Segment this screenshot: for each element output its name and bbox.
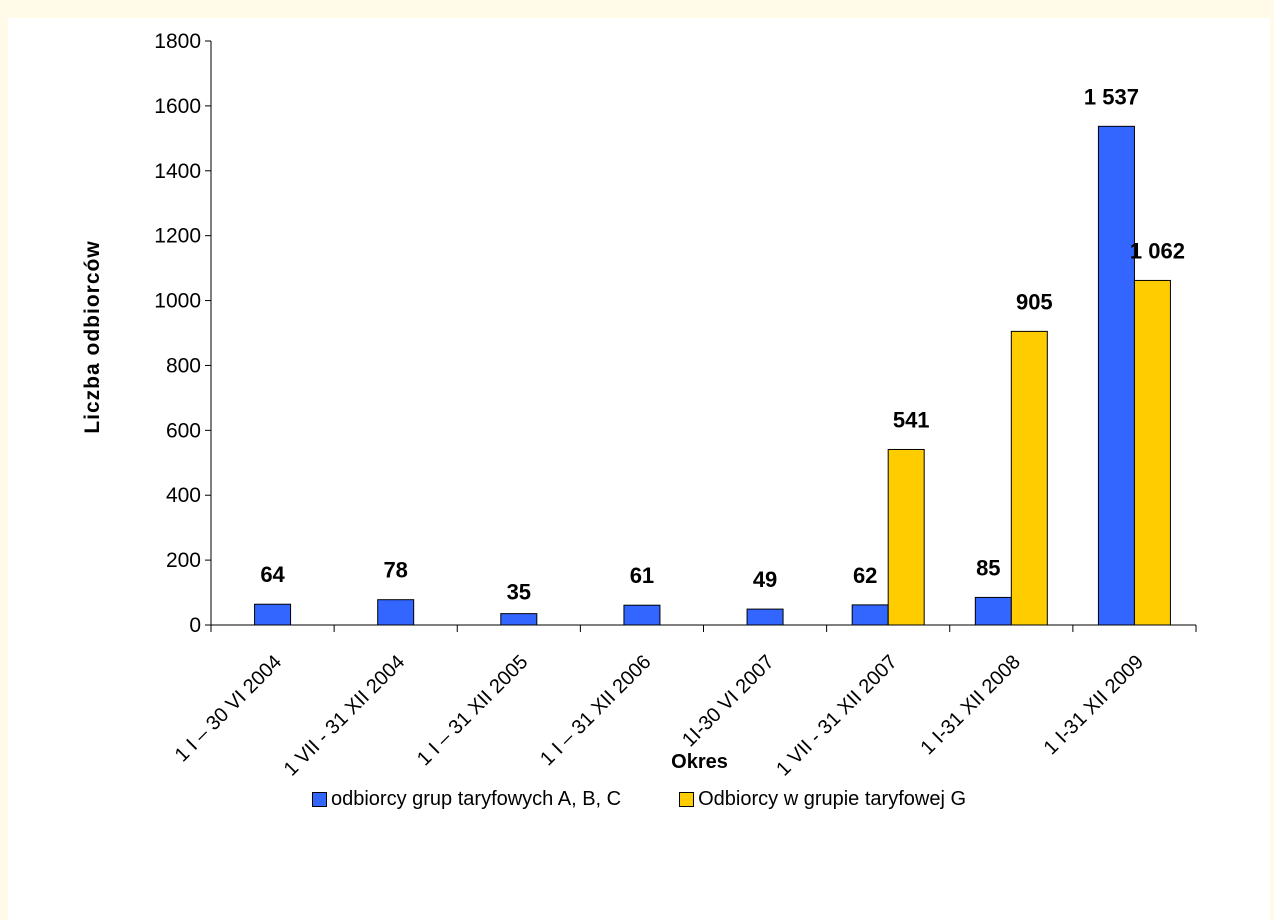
bar-series-1 <box>851 604 889 626</box>
bar-series-1 <box>1097 125 1135 626</box>
data-label-series-2: 905 <box>1016 289 1053 314</box>
data-label-series-1: 64 <box>260 562 285 587</box>
bar-series-1 <box>254 603 292 626</box>
bar-series-2 <box>1133 279 1171 626</box>
data-label-series-1: 49 <box>753 567 777 592</box>
x-tick-label: 1 I-31 XII 2008 <box>917 651 1025 759</box>
legend-swatch-series-2 <box>679 792 695 807</box>
x-tick-label: 1 I – 31 XII 2006 <box>536 651 655 770</box>
y-tick-label: 400 <box>166 484 201 507</box>
bar-series-1 <box>623 604 661 626</box>
x-tick-label: 1 VII - 31 XII 2007 <box>772 651 902 778</box>
y-tick-label: 600 <box>166 419 201 442</box>
x-tick-label: 1 I-31 XII 2009 <box>1040 651 1148 759</box>
data-label-series-2: 1 062 <box>1130 238 1185 263</box>
bar-series-1 <box>500 613 538 626</box>
legend-swatch-series-1 <box>311 792 327 807</box>
data-label-series-1: 1 537 <box>1084 84 1139 109</box>
y-tick-label: 1000 <box>154 290 201 313</box>
data-label-series-2: 541 <box>893 407 930 432</box>
y-tick-label: 1800 <box>154 30 201 53</box>
bar-series-1 <box>377 599 415 626</box>
legend-item-series-2: Odbiorcy w grupie taryfowej G <box>679 788 966 811</box>
data-label-series-1: 78 <box>383 558 407 583</box>
y-axis-title: Liczba odbiorców <box>81 240 104 433</box>
y-tick-label: 1600 <box>154 95 201 118</box>
x-tick-label: 1 I – 30 VI 2004 <box>171 651 286 766</box>
bar-series-2 <box>1010 330 1048 626</box>
x-axis-title: Okres <box>671 751 728 773</box>
legend-label-series-1: odbiorcy grup taryfowych A, B, C <box>330 788 622 810</box>
y-tick-label: 0 <box>189 614 201 637</box>
y-tick-label: 800 <box>166 354 201 377</box>
data-label-series-1: 62 <box>853 563 877 588</box>
x-tick-label: 1I-30 VI 2007 <box>678 651 778 751</box>
x-tick-label: 1 I – 31 XII 2005 <box>413 651 532 770</box>
data-label-series-1: 35 <box>507 580 531 605</box>
bar-series-1 <box>974 596 1012 626</box>
y-tick-label: 200 <box>166 549 201 572</box>
legend: odbiorcy grup taryfowych A, B, C Odbiorc… <box>8 788 1270 811</box>
bar-series-2 <box>887 448 925 626</box>
y-tick-label: 1200 <box>154 225 201 248</box>
y-tick-label: 1400 <box>154 160 201 183</box>
x-tick-label: 1 VII - 31 XII 2004 <box>280 651 410 778</box>
bar-series-1 <box>746 608 784 626</box>
legend-item-series-1: odbiorcy grup taryfowych A, B, C <box>311 788 622 811</box>
bar-chart: 0 200 400 600 800 1000 1200 1400 1600 1800 1 I – 3… <box>81 30 1197 778</box>
data-label-series-1: 61 <box>630 563 654 588</box>
chart-frame: 0 200 400 600 800 1000 1200 1400 1600 1800 1 I – 3… <box>8 18 1270 920</box>
data-label-series-1: 85 <box>976 555 1000 580</box>
legend-label-series-2: Odbiorcy w grupie taryfowej G <box>698 788 967 810</box>
